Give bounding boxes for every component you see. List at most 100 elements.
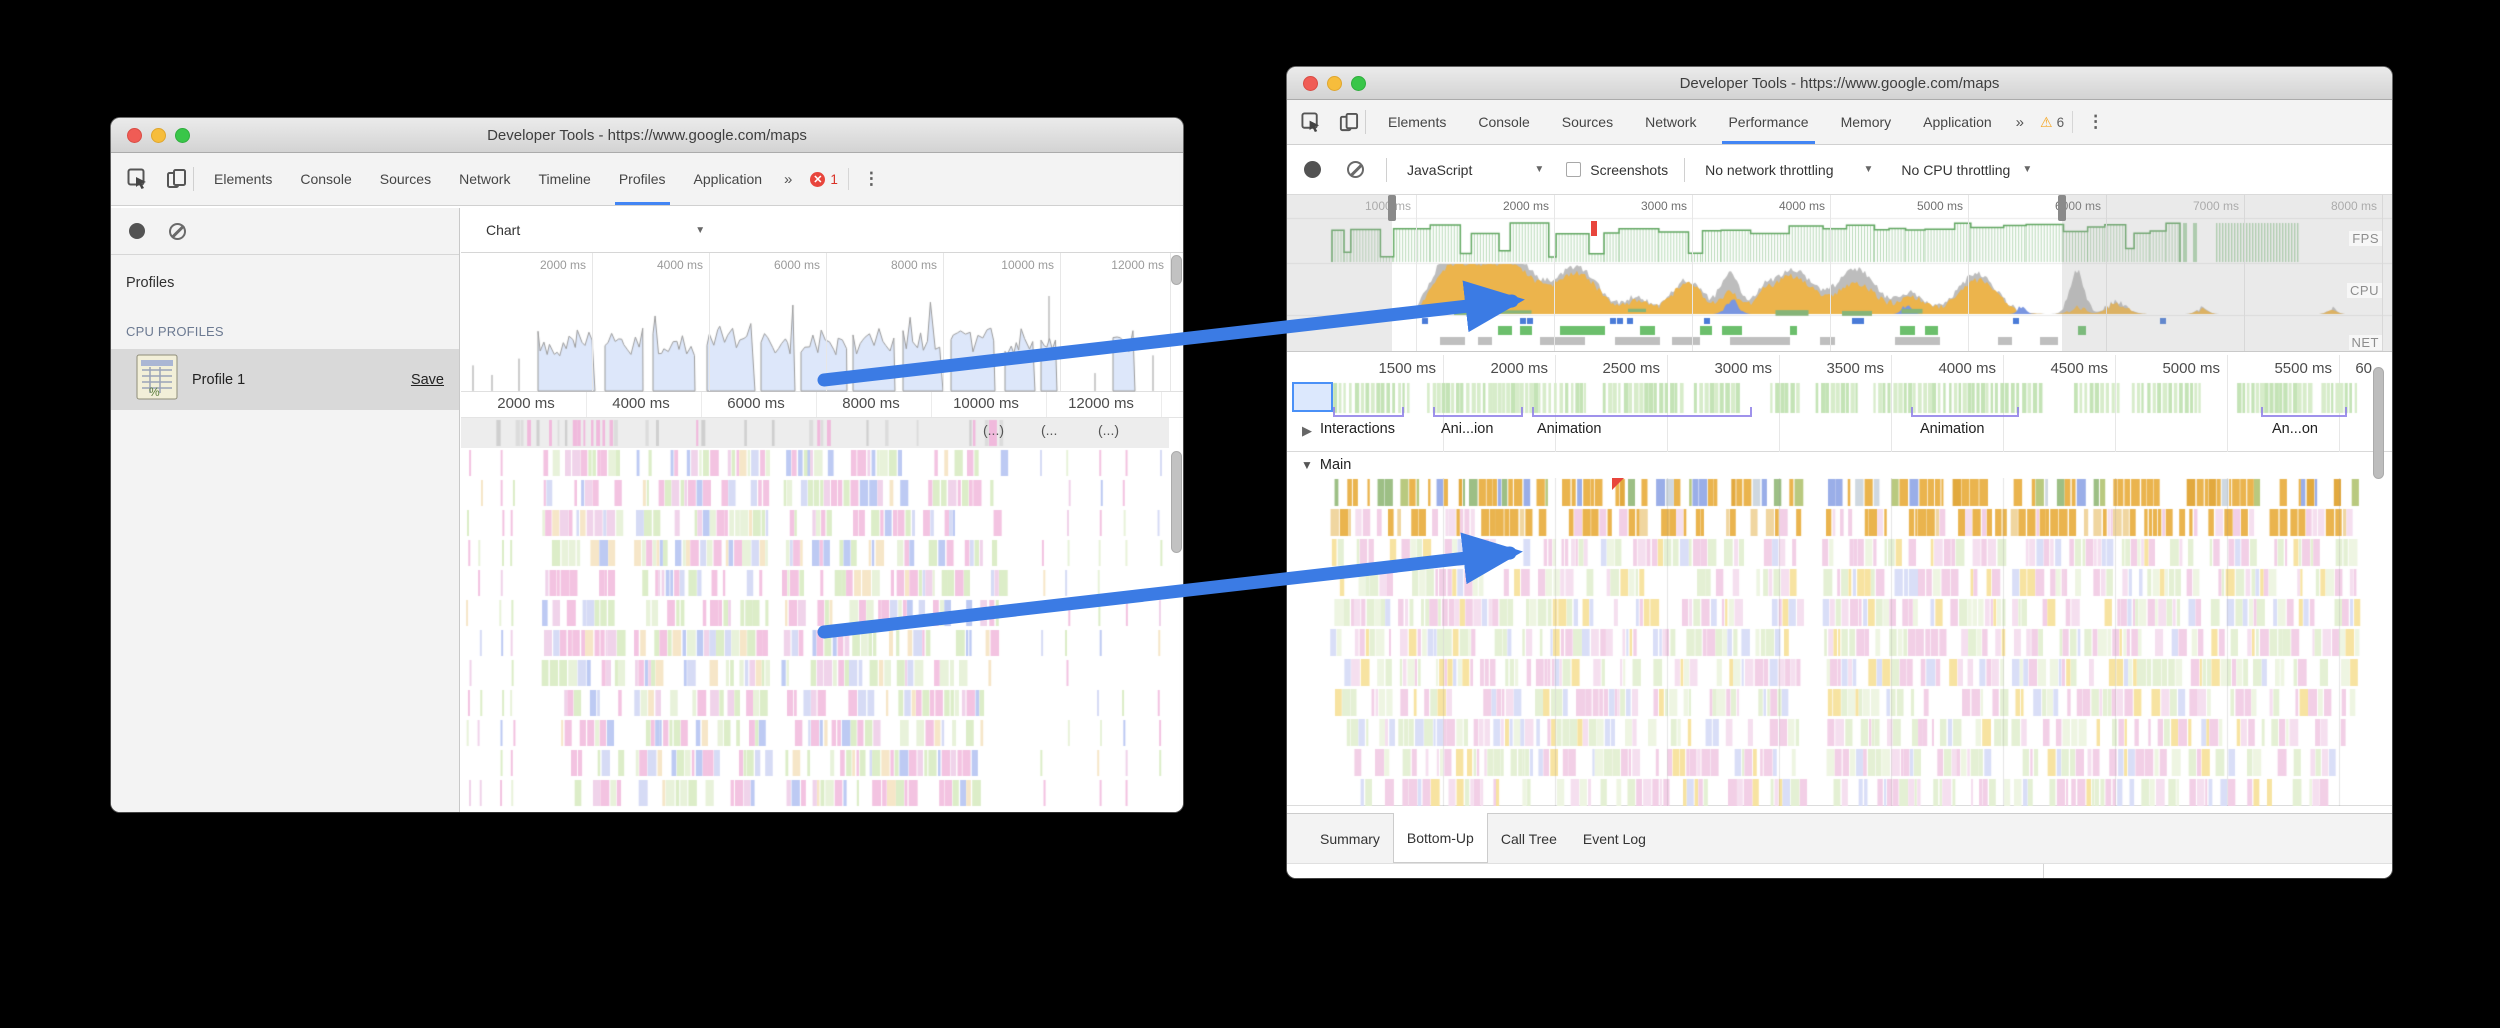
bottom-tab-call-tree[interactable]: Call Tree: [1500, 830, 1557, 847]
ruler-tick-label: 8000 ms: [890, 258, 937, 272]
minimize-button[interactable]: [1327, 75, 1342, 91]
panel-tabs: Elements Console Sources Network Performance…: [1372, 100, 2008, 144]
tab-network[interactable]: Network: [459, 171, 511, 187]
devtools-window-profiles: Developer Tools - https://www.google.com…: [111, 118, 1183, 812]
interactions-label[interactable]: Interactions: [1320, 421, 1395, 437]
tab-performance[interactable]: Performance: [1712, 100, 1824, 144]
flamechart-scrollbar[interactable]: [1171, 451, 1182, 553]
console-error-badge[interactable]: ✕ 1: [800, 171, 848, 187]
tab-application[interactable]: Application: [1923, 114, 1992, 130]
disclosure-triangle-icon[interactable]: ▶: [1302, 423, 1312, 438]
gridline: [1170, 253, 1171, 391]
interaction-span-bracket[interactable]: [1911, 407, 2019, 417]
tab-console[interactable]: Console: [300, 171, 352, 187]
save-link[interactable]: Save: [410, 371, 444, 388]
interaction-span-label[interactable]: Animation: [1537, 421, 1602, 437]
minimize-button[interactable]: [151, 127, 166, 143]
profile-flamechart[interactable]: [461, 448, 1183, 812]
chevron-down-icon: ▼: [1863, 164, 1874, 175]
selection-handle-left[interactable]: [1388, 195, 1396, 221]
device-toolbar-icon[interactable]: [1338, 112, 1359, 133]
interaction-span-label[interactable]: An...on: [2272, 421, 2318, 437]
ruler-tick-label: 1000 ms: [1364, 199, 1411, 213]
tab-sources[interactable]: Sources: [1561, 114, 1614, 130]
screenshots-label: Screenshots: [1590, 161, 1669, 178]
record-icon[interactable]: [129, 223, 145, 239]
profile-item[interactable]: % Profile 1 Save: [111, 349, 459, 410]
ruler-tick-label: 4000 ms: [612, 395, 670, 412]
record-icon[interactable]: [1304, 161, 1321, 178]
tab-timeline[interactable]: Timeline: [538, 171, 591, 187]
js-context-select[interactable]: JavaScript: [1407, 161, 1473, 178]
collapsed-frames-marker[interactable]: (...): [1098, 422, 1119, 438]
detail-scrollbar[interactable]: [2373, 367, 2384, 479]
collapsed-track[interactable]: (...) (... (...): [461, 418, 1170, 448]
interaction-span-bracket[interactable]: [1532, 407, 1752, 417]
more-tabs-chevron[interactable]: »: [784, 170, 793, 188]
gridline: [592, 253, 593, 391]
detail-tabbar: Summary Bottom-Up Call Tree Event Log: [1287, 813, 2392, 863]
titlebar[interactable]: Developer Tools - https://www.google.com…: [111, 118, 1183, 153]
ruler-tick-label: 3000 ms: [1640, 199, 1687, 213]
more-tabs-chevron[interactable]: »: [2015, 113, 2025, 131]
screenshots-checkbox[interactable]: [1566, 162, 1582, 177]
zoom-button[interactable]: [175, 127, 190, 143]
panel-tabs: Elements Console Sources Network Timeline Pro…: [200, 153, 776, 205]
selection-handle-right[interactable]: [2058, 195, 2066, 221]
horizontal-scroll-strip[interactable]: [1287, 863, 2392, 878]
cpu-throttle-select[interactable]: No CPU throttling: [1901, 161, 2011, 178]
tab-elements[interactable]: Elements: [214, 171, 273, 187]
tab-sources[interactable]: Sources: [379, 171, 432, 187]
selected-frame[interactable]: [1292, 382, 1333, 412]
device-toolbar-icon[interactable]: [165, 168, 187, 190]
bottom-tab-bottom-up[interactable]: Bottom-Up: [1392, 813, 1488, 863]
ruler-tick-label: 2000 ms: [1502, 199, 1549, 213]
titlebar[interactable]: Developer Tools - https://www.google.com…: [1287, 67, 2392, 100]
ruler-tick-label: 4000 ms: [656, 258, 703, 272]
tab-network[interactable]: Network: [1645, 114, 1697, 130]
inspect-icon[interactable]: [127, 168, 149, 190]
main-flamechart[interactable]: [1287, 478, 2392, 806]
profile-overview[interactable]: 2000 ms 4000 ms 6000 ms 8000 ms 10000 ms 1200…: [461, 253, 1183, 392]
traffic-lights: [127, 118, 190, 152]
tab-profiles[interactable]: Profiles: [605, 153, 680, 205]
tab-application[interactable]: Application: [693, 171, 763, 187]
sidebar-heading: Profiles: [126, 275, 175, 291]
clear-icon[interactable]: [1347, 161, 1364, 178]
ruler-tick-label: 10000 ms: [1001, 258, 1054, 272]
bottom-tab-summary[interactable]: Summary: [1320, 830, 1380, 847]
tab-memory[interactable]: Memory: [1840, 114, 1892, 130]
network-throttle-select[interactable]: No network throttling: [1705, 161, 1834, 178]
console-warning-badge[interactable]: ⚠ 6: [2040, 113, 2065, 130]
tab-console[interactable]: Console: [1478, 114, 1530, 130]
collapsed-frames-marker[interactable]: (...: [1041, 422, 1058, 438]
performance-overview[interactable]: 1000 ms 2000 ms 3000 ms 4000 ms 5000 ms 6000 …: [1287, 195, 2392, 352]
profiles-sidebar: Profiles CPU PROFILES % Profile 1 Save: [111, 208, 460, 812]
interaction-span-bracket[interactable]: [2261, 407, 2347, 417]
view-select[interactable]: Chart ▼: [461, 208, 1183, 253]
interaction-span-label[interactable]: Ani...ion: [1441, 421, 1494, 437]
tab-elements[interactable]: Elements: [1388, 114, 1447, 130]
devtools-menu-kebab-icon[interactable]: ⋮: [862, 169, 880, 188]
interaction-span-label[interactable]: Animation: [1920, 421, 1985, 437]
interaction-span-bracket[interactable]: [1433, 407, 1523, 417]
collapsed-frames-marker[interactable]: (...): [983, 422, 1004, 438]
close-button[interactable]: [1303, 75, 1318, 91]
timeline-red-marker: [1591, 221, 1597, 236]
chevron-down-icon: ▼: [1534, 164, 1545, 175]
close-button[interactable]: [127, 127, 142, 143]
zoom-button[interactable]: [1351, 75, 1366, 91]
ruler-tick-label: 2000 ms: [497, 395, 555, 412]
svg-text:%: %: [149, 385, 160, 399]
interaction-span-bracket[interactable]: [1333, 407, 1404, 417]
inspect-icon[interactable]: [1301, 111, 1322, 133]
profile-chart-panel: Chart ▼ 2000 ms 4000 ms 6000 ms 8000 ms 1000…: [461, 208, 1183, 812]
devtools-menu-kebab-icon[interactable]: ⋮: [2087, 112, 2105, 131]
bottom-tab-event-log[interactable]: Event Log: [1582, 830, 1646, 847]
flamechart-ruler: 2000 ms 4000 ms 6000 ms 8000 ms 10000 ms 1200…: [461, 392, 1183, 418]
overview-scrollbar[interactable]: [1171, 255, 1182, 285]
clear-icon[interactable]: [169, 222, 186, 240]
main-track-header[interactable]: ▼ Main: [1287, 452, 2392, 478]
disclosure-triangle-icon[interactable]: ▼: [1301, 458, 1313, 472]
